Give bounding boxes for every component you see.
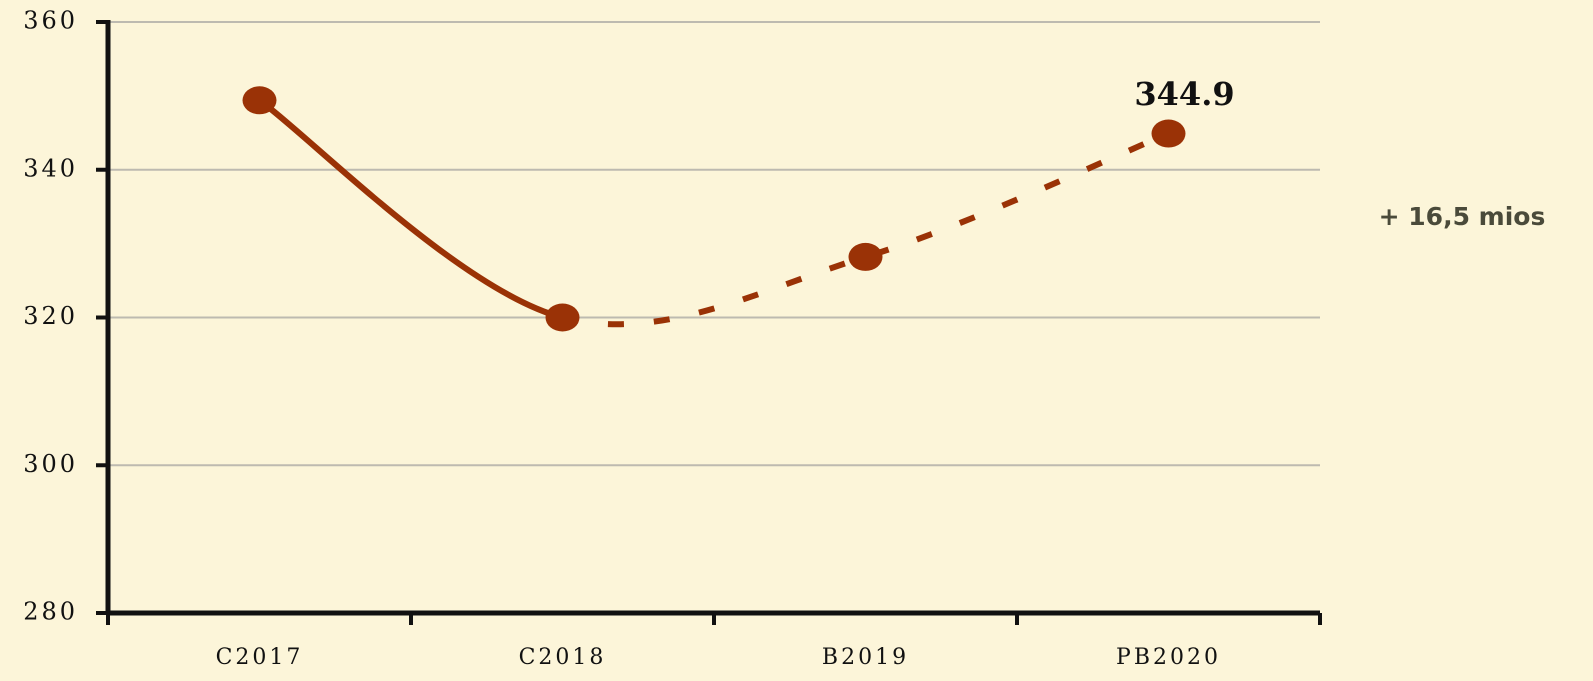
data-point <box>545 303 580 332</box>
y-tick-label: 300 <box>23 450 78 478</box>
x-tick-label: C2018 <box>519 645 607 670</box>
data-point <box>848 242 883 271</box>
x-tick-label: B2019 <box>822 645 909 670</box>
value-label: 344.9 <box>1134 75 1234 113</box>
x-tick-label: C2017 <box>216 645 304 670</box>
y-tick-label: 340 <box>23 154 78 182</box>
y-tick-label: 280 <box>23 598 78 626</box>
y-tick-label: 360 <box>23 7 78 35</box>
x-tick-label: PB2020 <box>1116 645 1221 670</box>
data-point <box>242 86 277 115</box>
line <box>561 130 1170 328</box>
y-tick-label: 320 <box>23 302 78 330</box>
data-point <box>1151 119 1186 148</box>
annotation: + 16,5 mios <box>1379 202 1546 231</box>
line <box>257 97 564 321</box>
